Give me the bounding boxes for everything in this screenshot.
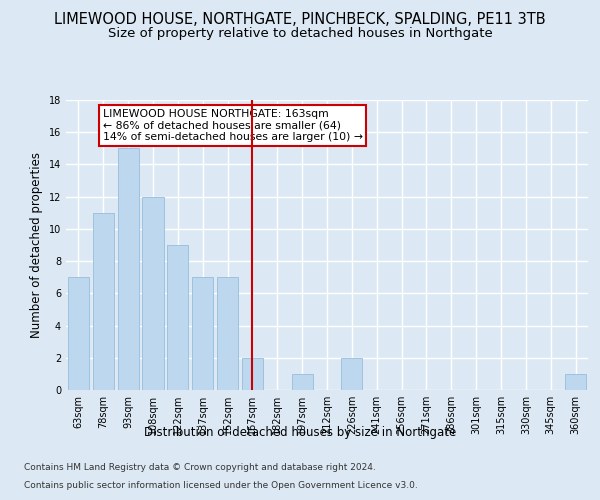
Bar [242, 358, 263, 390]
Bar [68, 277, 89, 390]
Text: Contains public sector information licensed under the Open Government Licence v3: Contains public sector information licen… [24, 481, 418, 490]
Y-axis label: Number of detached properties: Number of detached properties [30, 152, 43, 338]
Bar [192, 277, 213, 390]
Text: LIMEWOOD HOUSE NORTHGATE: 163sqm
← 86% of detached houses are smaller (64)
14% o: LIMEWOOD HOUSE NORTHGATE: 163sqm ← 86% o… [103, 108, 362, 142]
Text: Contains HM Land Registry data © Crown copyright and database right 2024.: Contains HM Land Registry data © Crown c… [24, 464, 376, 472]
Bar [341, 358, 362, 390]
Bar [142, 196, 164, 390]
Text: Distribution of detached houses by size in Northgate: Distribution of detached houses by size … [144, 426, 456, 439]
Bar [292, 374, 313, 390]
Bar [167, 245, 188, 390]
Bar [118, 148, 139, 390]
Text: LIMEWOOD HOUSE, NORTHGATE, PINCHBECK, SPALDING, PE11 3TB: LIMEWOOD HOUSE, NORTHGATE, PINCHBECK, SP… [54, 12, 546, 28]
Bar [93, 213, 114, 390]
Bar [217, 277, 238, 390]
Text: Size of property relative to detached houses in Northgate: Size of property relative to detached ho… [107, 28, 493, 40]
Bar [565, 374, 586, 390]
